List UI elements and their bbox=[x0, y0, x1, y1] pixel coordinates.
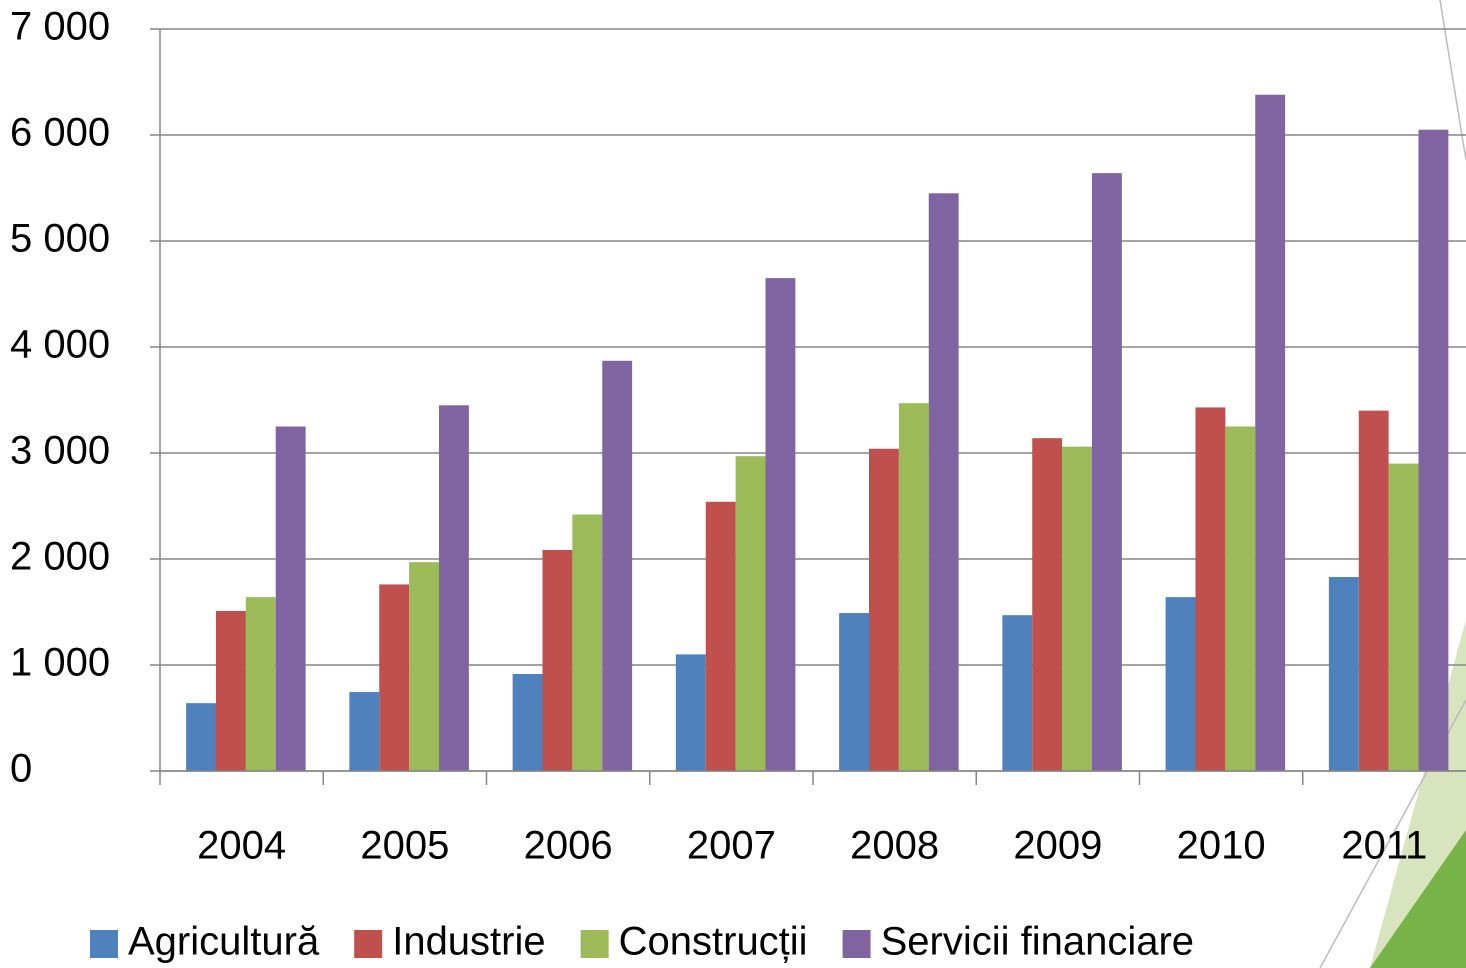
y-tick-label: 6 000 bbox=[10, 111, 110, 155]
x-tick-label: 2011 bbox=[1341, 824, 1427, 868]
bar bbox=[1062, 447, 1092, 771]
legend-label: Servicii financiare bbox=[881, 920, 1194, 964]
x-tick-label: 2005 bbox=[360, 824, 449, 868]
x-tick-label: 2009 bbox=[1013, 824, 1102, 868]
bar bbox=[676, 654, 706, 771]
bar bbox=[602, 361, 632, 771]
bar bbox=[276, 427, 306, 772]
x-tick-label: 2010 bbox=[1177, 824, 1266, 868]
bar bbox=[216, 611, 246, 771]
bar bbox=[736, 456, 766, 771]
bar bbox=[839, 613, 869, 771]
legend-label: Construcții bbox=[619, 920, 808, 964]
bar bbox=[929, 193, 959, 771]
chart: 0 1 000 2 000 3 000 4 000 5 000 6 000 7 000 2004… bbox=[0, 0, 1466, 968]
y-tick-label: 0 bbox=[10, 747, 32, 791]
bar bbox=[706, 502, 736, 771]
bar bbox=[1092, 173, 1122, 771]
bar bbox=[379, 584, 409, 771]
bar bbox=[349, 692, 379, 771]
bar bbox=[409, 562, 439, 771]
x-tick-label: 2008 bbox=[850, 824, 939, 868]
bar bbox=[542, 550, 572, 771]
legend-label: Agricultură bbox=[128, 920, 320, 964]
bar bbox=[572, 514, 602, 771]
x-tick-label: 2006 bbox=[524, 824, 613, 868]
bar bbox=[1195, 407, 1225, 771]
y-tick-label: 2 000 bbox=[10, 535, 110, 579]
bar bbox=[1418, 130, 1448, 771]
x-tick-label: 2007 bbox=[687, 824, 776, 868]
bar bbox=[765, 278, 795, 771]
y-tick-label: 5 000 bbox=[10, 217, 110, 261]
bar bbox=[1002, 615, 1032, 771]
bar bbox=[1166, 597, 1196, 771]
bar bbox=[513, 674, 543, 771]
y-tick-label: 7 000 bbox=[10, 5, 110, 49]
legend-swatch bbox=[843, 930, 871, 958]
legend-swatch bbox=[90, 930, 118, 958]
bar bbox=[1255, 95, 1285, 771]
bar bbox=[869, 449, 899, 771]
bar bbox=[1329, 577, 1359, 771]
y-tick-label: 4 000 bbox=[10, 323, 110, 367]
legend-label: Industrie bbox=[392, 920, 545, 964]
y-tick-label: 1 000 bbox=[10, 641, 110, 685]
bar bbox=[246, 597, 276, 771]
bar bbox=[1225, 427, 1255, 772]
bar bbox=[1359, 411, 1389, 771]
x-tick-label: 2004 bbox=[197, 824, 286, 868]
bar bbox=[899, 403, 929, 771]
bar bbox=[1389, 464, 1419, 771]
legend-swatch bbox=[581, 930, 609, 958]
bar bbox=[439, 405, 469, 771]
legend-swatch bbox=[354, 930, 382, 958]
bar bbox=[186, 703, 216, 771]
y-tick-label: 3 000 bbox=[10, 429, 110, 473]
bar bbox=[1032, 438, 1062, 771]
